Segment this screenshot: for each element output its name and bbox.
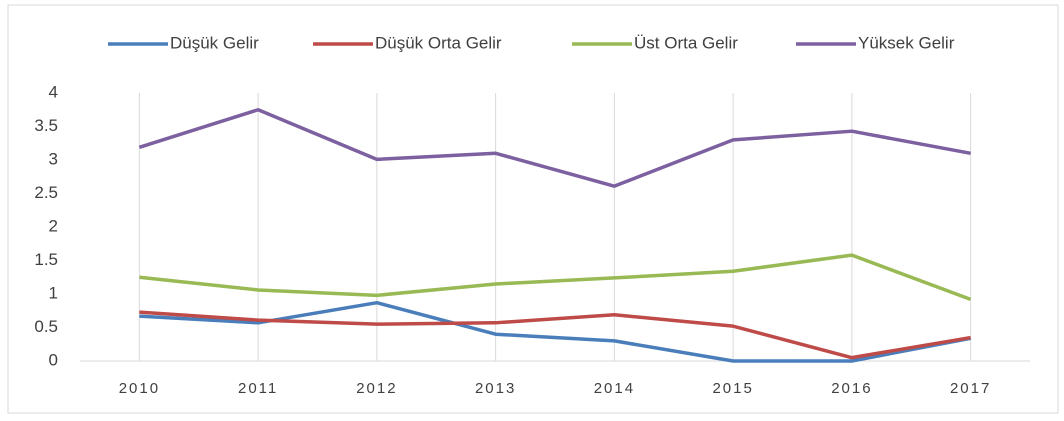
y-tick-label: 4 [49, 82, 58, 101]
x-tick-label: 2012 [356, 380, 397, 397]
y-tick-label: 1 [49, 283, 58, 302]
legend-label: Üst Orta Gelir [634, 33, 738, 52]
x-tick-label: 2010 [119, 380, 160, 397]
y-tick-label: 0.5 [34, 317, 58, 336]
x-tick-label: 2017 [950, 380, 991, 397]
y-tick-label: 2.5 [34, 183, 58, 202]
legend-label: Düşük Gelir [170, 33, 259, 52]
series-line [139, 310, 971, 360]
y-tick-label: 3 [49, 149, 58, 168]
x-tick-label: 2013 [475, 380, 516, 397]
x-tick-label: 2015 [712, 380, 753, 397]
series-line [139, 253, 972, 301]
x-tick-label: 2016 [831, 380, 872, 397]
chart-border [7, 4, 1059, 414]
y-tick-label: 2 [49, 216, 58, 235]
legend-label: Düşük Orta Gelir [375, 33, 502, 52]
series-line [138, 108, 971, 188]
y-tick-label: 0 [49, 350, 58, 369]
x-tick-label: 2014 [594, 380, 635, 397]
x-tick-label: 2011 [238, 380, 278, 397]
y-tick-label: 3.5 [34, 116, 58, 135]
y-tick-label: 1.5 [34, 250, 58, 269]
legend-label: Yüksek Gelir [858, 33, 955, 52]
